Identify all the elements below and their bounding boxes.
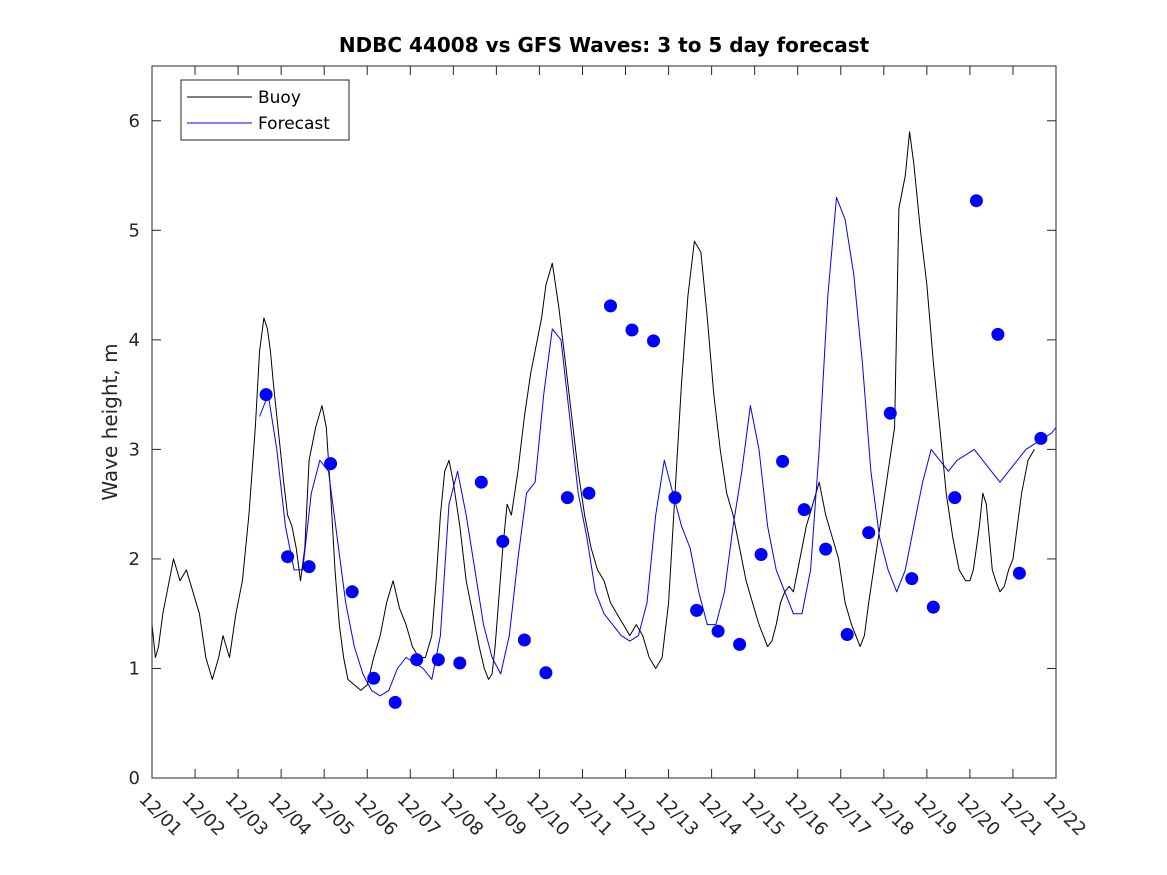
forecast-marker <box>754 548 768 561</box>
forecast-marker <box>496 534 510 548</box>
series-layer <box>151 131 1057 697</box>
legend: Buoy Forecast <box>180 79 350 141</box>
forecast-marker <box>711 624 725 638</box>
forecast-marker <box>388 695 402 709</box>
forecast-marker <box>345 585 359 599</box>
forecast-marker <box>367 671 381 685</box>
forecast-marker <box>539 666 553 680</box>
y-tick-label: 3 <box>129 439 140 460</box>
forecast-marker <box>302 560 316 574</box>
forecast-marker <box>431 653 445 667</box>
y-tick-label: 5 <box>129 220 140 241</box>
y-tick-label: 2 <box>129 549 140 570</box>
forecast-marker <box>905 572 919 586</box>
axes-box <box>151 65 1057 779</box>
forecast-marker <box>410 653 424 667</box>
plot-area <box>152 66 1056 778</box>
y-axis-label: Wave height, m <box>98 343 122 500</box>
forecast-marker <box>776 454 790 468</box>
forecast-marker <box>582 486 596 500</box>
legend-forecast-label: Forecast <box>258 114 330 134</box>
forecast-marker <box>733 637 747 651</box>
marker-layer <box>259 194 1048 709</box>
forecast-marker <box>969 194 983 208</box>
forecast-marker <box>668 491 682 505</box>
forecast-marker <box>862 526 876 540</box>
forecast-marker <box>926 600 940 614</box>
y-tick-label: 4 <box>129 330 140 351</box>
y-tick-label: 0 <box>129 768 140 789</box>
forecast-marker <box>647 334 660 348</box>
forecast-marker <box>560 491 574 505</box>
legend-buoy-label: Buoy <box>258 88 301 108</box>
legend-box <box>180 79 350 141</box>
forecast-marker <box>690 603 704 617</box>
y-tick-label: 6 <box>129 111 140 132</box>
forecast-marker <box>840 628 854 641</box>
forecast-marker <box>625 323 639 337</box>
forecast-marker <box>604 299 617 313</box>
forecast-marker <box>1034 431 1048 445</box>
forecast-marker <box>819 542 833 556</box>
forecast-marker <box>259 388 273 402</box>
forecast-marker <box>453 656 467 670</box>
forecast-marker <box>324 457 338 471</box>
forecast-marker <box>948 491 962 505</box>
forecast-line <box>259 196 1057 697</box>
forecast-marker <box>474 475 488 489</box>
forecast-marker <box>1012 566 1026 580</box>
forecast-marker <box>281 550 295 564</box>
chart-title: NDBC 44008 vs GFS Waves: 3 to 5 day fore… <box>339 33 870 57</box>
forecast-marker <box>991 327 1005 341</box>
forecast-marker <box>797 503 811 517</box>
buoy-line <box>151 131 1035 691</box>
forecast-marker <box>517 633 531 647</box>
forecast-marker <box>883 406 897 420</box>
y-tick-label: 1 <box>129 658 140 679</box>
